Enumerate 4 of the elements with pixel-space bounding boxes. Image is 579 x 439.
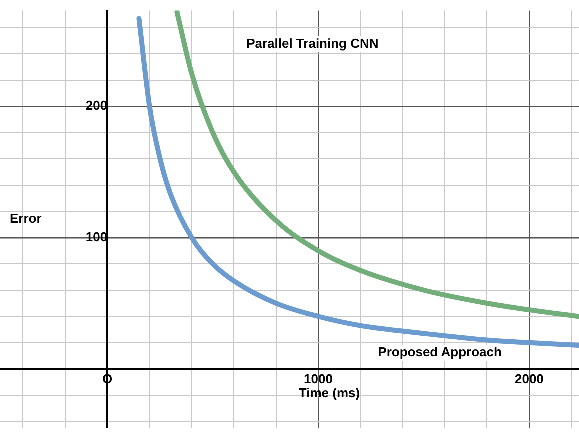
annotation: Proposed Approach [378,344,502,360]
y-axis-title: Error [10,211,42,226]
x-axis-title: Time (ms) [298,386,360,401]
annotation: Parallel Training CNN [246,36,379,51]
